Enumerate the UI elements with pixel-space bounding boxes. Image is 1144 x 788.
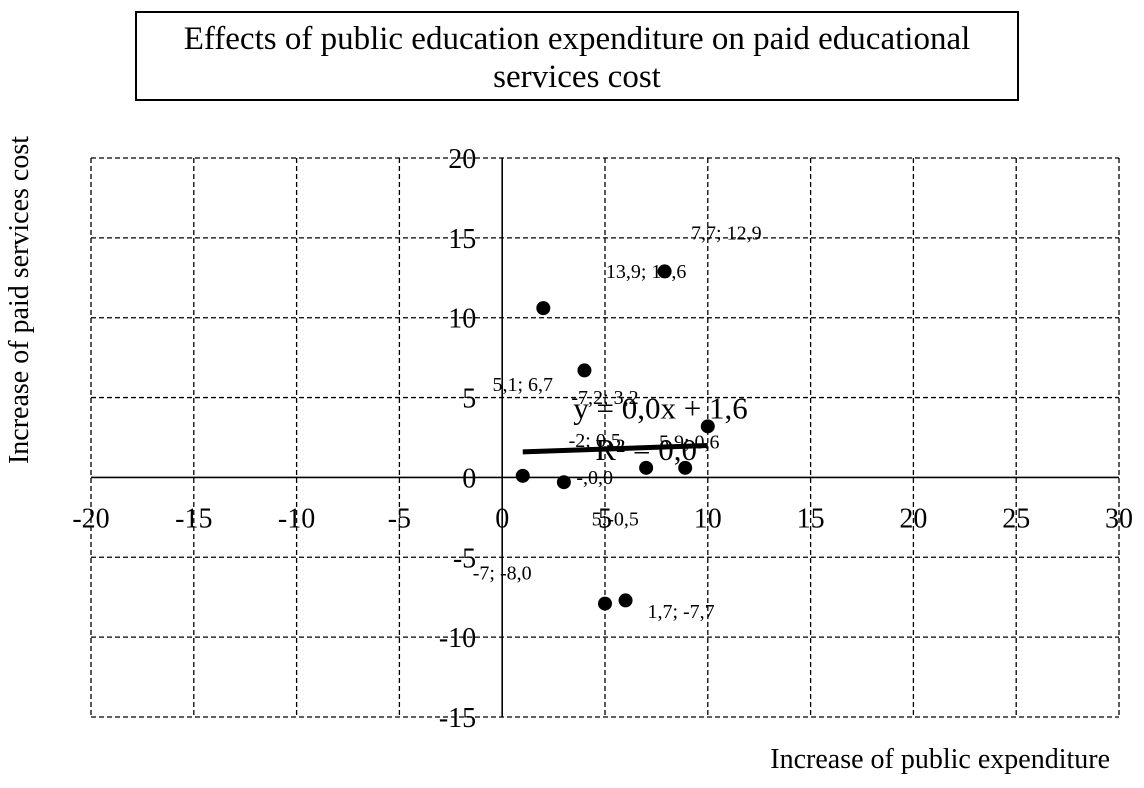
x-axis-label: Increase of public expenditure [770,744,1110,775]
x-tick-label: 25 [1002,503,1030,534]
data-point [678,460,693,475]
trendline-r2: R² = 0,0 [595,432,697,467]
data-point [515,468,530,483]
y-tick-label: 15 [448,224,476,255]
data-label: 5;-0,5 [592,508,639,530]
x-tick-label: 10 [694,503,722,534]
x-tick-label: 30 [1105,503,1133,534]
data-label: -,0,0 [576,467,613,489]
data-label: -7,2; 3,2 [571,387,638,409]
y-tick-label: 20 [448,144,476,175]
chart-title: Effects of public education expenditure … [135,11,1019,101]
trendline-equation: y = 0,0x + 1,6 [573,390,747,425]
data-point [536,301,551,316]
x-tick-label: -15 [175,503,212,534]
data-points [515,264,715,611]
data-label: 13,9; 10,6 [606,261,687,283]
data-label: 7,7; 12,9 [691,222,762,244]
x-tick-label: 0 [495,503,509,534]
y-tick-label: -15 [439,703,476,734]
x-tick-label: -10 [278,503,315,534]
data-label: 5,9; 0,6 [659,432,720,454]
data-label: 1,7; -7,7 [647,601,714,623]
data-point [618,593,633,608]
axis-layer [91,158,1119,717]
data-point [577,363,592,378]
x-tick-label: -20 [72,503,109,534]
y-tick-label: 5 [462,384,476,415]
data-label: -2; 0,5 [569,430,621,452]
data-point [639,460,654,475]
x-tick-label: -5 [388,503,411,534]
trendline-layer: y = 0,0x + 1,6 R² = 0,0 [522,390,748,467]
trendline [522,442,708,455]
x-tick-label: 5 [598,503,612,534]
data-label: 5,1; 6,7 [492,374,553,396]
data-point [598,596,612,611]
y-tick-label: 0 [462,463,476,494]
y-tick-label: -10 [439,623,476,654]
data-point [657,264,672,279]
x-tick-label: 15 [797,503,825,534]
x-tick-label: 20 [899,503,927,534]
data-label: -7; -8,0 [473,563,532,585]
tick-labels: -20 -15 -10 -5 0 5 10 15 20 25 30 -15 -10 -5 0 5 10 15 20 [72,144,1133,734]
data-labels: -,0,0 13,9; 10,6 5,1; 6,7 -7,2; 3,2 -2; 0,5 5… [473,222,762,623]
y-tick-label: -5 [453,543,476,574]
data-point [700,419,715,434]
data-point [556,475,571,490]
grid-layer [90,157,1120,718]
y-tick-label: 10 [448,304,476,335]
